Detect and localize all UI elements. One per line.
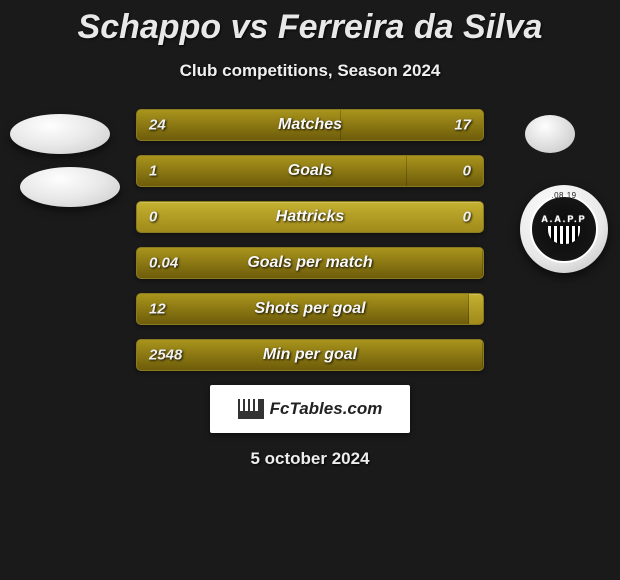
stat-value-right: 17: [454, 117, 471, 134]
club-badge-year: .08.19: [551, 191, 576, 200]
stat-label: Goals: [288, 162, 332, 180]
stat-bars: Matches 24 17 Goals 1 0 Hattricks 0 0 Goals per m…: [136, 109, 484, 371]
club-badge-letters: A.A.P.P: [541, 214, 586, 224]
stats-area: .08.19 A.A.P.P Matches2417Goals10Hattric…: [0, 109, 620, 371]
brand-logo[interactable]: FcTables.com: [210, 385, 410, 433]
stat-value-left: 24: [149, 117, 166, 134]
brand-text: FcTables.com: [270, 399, 383, 419]
player2-avatar: [525, 115, 575, 153]
stat-label: Min per goal: [263, 346, 357, 364]
stat-label: Goals per match: [247, 254, 372, 272]
bar-fill-left: [137, 156, 407, 186]
stat-value-left: 12: [149, 301, 166, 318]
club-badge-stripes: [548, 226, 580, 244]
player1-avatar: [10, 114, 110, 154]
date: 5 october 2024: [0, 449, 620, 469]
stat-value-left: 0: [149, 209, 157, 226]
stat-row: Shots per goal 12: [136, 293, 484, 325]
stat-value-left: 0.04: [149, 255, 178, 272]
stat-row: Goals per match 0.04: [136, 247, 484, 279]
stat-row: Hattricks 0 0: [136, 201, 484, 233]
subtitle: Club competitions, Season 2024: [0, 61, 620, 81]
stat-label: Matches: [278, 116, 342, 134]
stat-value-left: 1: [149, 163, 157, 180]
page-title: Schappo vs Ferreira da Silva: [0, 8, 620, 47]
stat-row: Matches 24 17: [136, 109, 484, 141]
stat-value-right: 0: [463, 163, 471, 180]
club-badge-inner: A.A.P.P: [540, 205, 588, 253]
stat-label: Hattricks: [276, 208, 344, 226]
bar-fill-right: [407, 156, 483, 186]
player2-club-badge: .08.19 A.A.P.P: [520, 185, 608, 273]
stat-value-left: 2548: [149, 347, 182, 364]
stat-row: Goals 1 0: [136, 155, 484, 187]
stat-label: Shots per goal: [254, 300, 365, 318]
chart-icon: [238, 399, 264, 419]
player1-club-badge: [20, 167, 120, 207]
stat-value-right: 0: [463, 209, 471, 226]
comparison-card: Schappo vs Ferreira da Silva Club compet…: [0, 0, 620, 469]
stat-row: Min per goal 2548: [136, 339, 484, 371]
